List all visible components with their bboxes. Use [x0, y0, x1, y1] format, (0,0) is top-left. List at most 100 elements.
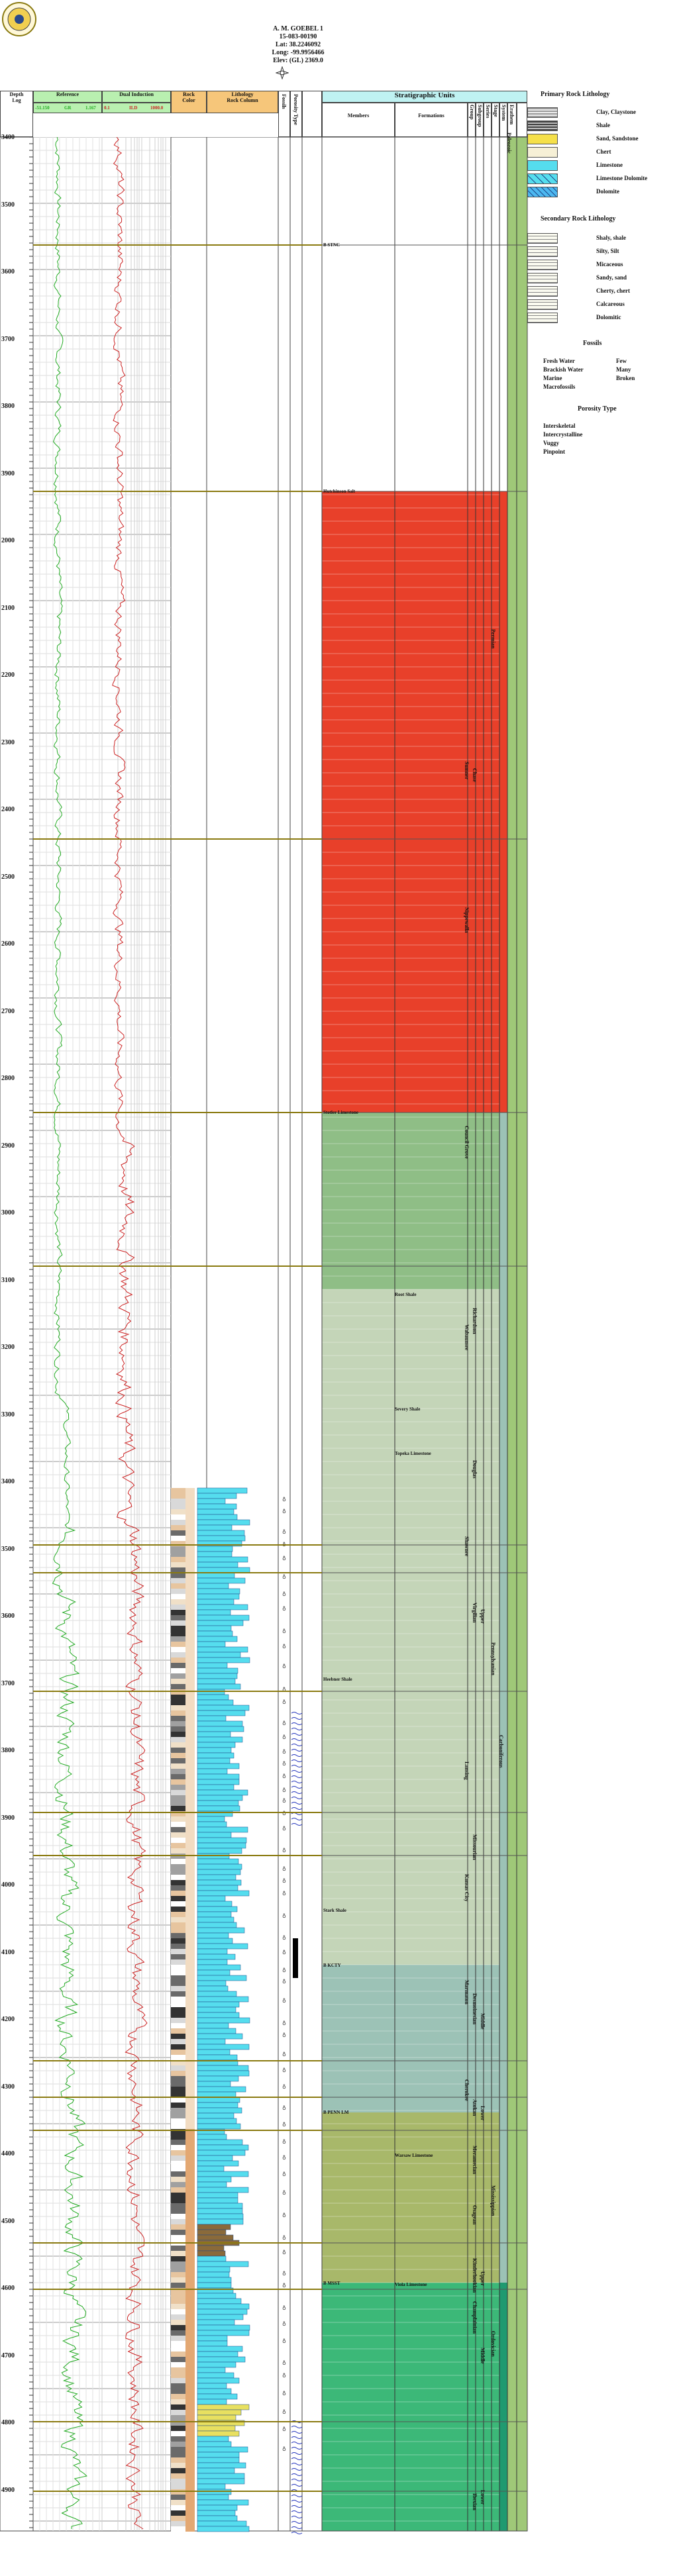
lithology-cell — [197, 2388, 232, 2395]
rock-color-cell — [171, 2452, 185, 2457]
lithology-cell — [197, 1620, 244, 1626]
rock-color-cell2 — [185, 2235, 195, 2240]
rock-color-cell — [171, 2516, 185, 2521]
rock-color-cell2 — [185, 1488, 195, 1493]
rock-color-cell — [171, 1716, 185, 1721]
porosity-symbol — [291, 2510, 303, 2513]
rock-color-cell2 — [185, 1753, 195, 1758]
lithology-cell — [197, 2361, 236, 2368]
fossil-symbol: ♁ — [282, 2139, 286, 2145]
rock-color-cell — [171, 2134, 185, 2140]
legend-secondary-swatch — [527, 286, 558, 297]
porosity-symbol — [291, 1791, 303, 1794]
group-header: Group — [468, 103, 476, 137]
rock-color-cell — [171, 1737, 185, 1742]
rock-color-cell — [171, 1838, 185, 1843]
legend-secondary-item: Micaceous — [596, 261, 623, 268]
lithology-cell — [197, 1614, 250, 1621]
lithology-cell — [197, 1652, 241, 1658]
strat-unit-label: Wabaunsee — [464, 1324, 470, 1351]
strat-unit-label: Atokan — [472, 2099, 478, 2116]
rock-color-cell2 — [185, 2420, 195, 2426]
legend-primary-swatch — [527, 147, 558, 158]
rock-color-cell2 — [185, 2272, 195, 2277]
lithology-cell — [197, 1678, 236, 1685]
lithology-cell — [197, 2139, 243, 2146]
porosity-symbol — [291, 2457, 303, 2460]
rock-color-cell2 — [185, 1843, 195, 1848]
fossil-symbol: ♁ — [282, 1628, 286, 1634]
legend-primary-item: Clay, Claystone — [596, 109, 637, 115]
rock-color-cell — [171, 1605, 185, 1610]
lithology-cell — [197, 2324, 250, 2331]
strat-unit-label: Richardson — [472, 1308, 478, 1334]
rock-color-cell2 — [185, 1700, 195, 1705]
lithology-cell — [197, 1673, 238, 1679]
lithology-cell — [197, 1588, 240, 1595]
lithology-cell — [197, 2054, 238, 2061]
rock-color-cell2 — [185, 1732, 195, 1737]
lithology-cell — [197, 2229, 227, 2236]
fossil-symbol: ♁ — [282, 1891, 286, 1897]
lithology-cell — [197, 2044, 250, 2050]
rock-color-cell2 — [185, 2309, 195, 2314]
depth-label: 2700 — [1, 1007, 15, 1015]
formation-top-label: Stotler Limestone — [323, 1110, 358, 1115]
lithology-cell — [197, 2483, 226, 2490]
rock-color-cell — [171, 2208, 185, 2214]
rock-color-cell2 — [185, 1997, 195, 2002]
rock-color-cell — [171, 2230, 185, 2235]
rock-color-cell — [171, 2203, 185, 2208]
rock-color-cell — [171, 1536, 185, 1541]
rock-color-cell2 — [185, 1493, 195, 1499]
rock-color-cell2 — [185, 1557, 195, 1562]
rock-color-cell — [171, 2479, 185, 2484]
rock-color-cell2 — [185, 2468, 195, 2473]
rock-color-cell — [171, 2023, 185, 2028]
rock-color-cell2 — [185, 2521, 195, 2526]
rock-color-cell — [171, 1981, 185, 1986]
rock-color-cell2 — [185, 2267, 195, 2272]
fossil-symbol: ♁ — [282, 1497, 286, 1503]
rock-color-cell — [171, 2399, 185, 2404]
lithology-cell — [197, 1938, 233, 1944]
lithology-cell — [197, 2028, 236, 2034]
rock-color-cell — [171, 1732, 185, 1737]
rock-color-cell2 — [185, 1875, 195, 1880]
rock-color-cell2 — [185, 1573, 195, 1578]
porosity-symbol — [291, 1717, 303, 1720]
formation-top-label: Topeka Limestone — [395, 1451, 431, 1456]
rock-color-cell — [171, 1668, 185, 1673]
lithology-cell — [197, 2203, 243, 2209]
rock-color-cell2 — [185, 2034, 195, 2039]
lithology-cell — [197, 2224, 231, 2230]
rock-color-cell — [171, 2267, 185, 2272]
rock-color-cell — [171, 2087, 185, 2092]
rock-color-cell — [171, 1843, 185, 1848]
lithology-cell — [197, 1636, 238, 1642]
api-number: 15-083-00190 — [279, 33, 317, 40]
rock-color-cell2 — [185, 1525, 195, 1530]
rock-color-cell — [171, 1801, 185, 1806]
rock-color-cell2 — [185, 1742, 195, 1748]
rock-color-cell2 — [185, 1949, 195, 1954]
fossil-symbol: ♁ — [282, 2122, 286, 2128]
rock-color-cell2 — [185, 1986, 195, 1991]
lithology-cell — [197, 1731, 231, 1738]
series-header: Series — [484, 103, 492, 137]
rock-color-cell — [171, 2224, 185, 2230]
rock-color-cell2 — [185, 2193, 195, 2198]
rock-color-cell — [171, 1647, 185, 1652]
lithology-cell — [197, 2266, 231, 2273]
rock-color-cell2 — [185, 1626, 195, 1631]
rock-color-cell — [171, 1567, 185, 1573]
rock-color-cell2 — [185, 1541, 195, 1546]
depth-label: 3700 — [1, 335, 15, 343]
lithology-cell — [197, 1858, 239, 1865]
rock-color-cell — [171, 2352, 185, 2357]
rock-color-cell — [171, 2410, 185, 2415]
stage-header: Stage — [492, 103, 499, 137]
rock-color-cell2 — [185, 1636, 195, 1642]
rock-color-cell — [171, 2124, 185, 2129]
rock-color-cell2 — [185, 2516, 195, 2521]
